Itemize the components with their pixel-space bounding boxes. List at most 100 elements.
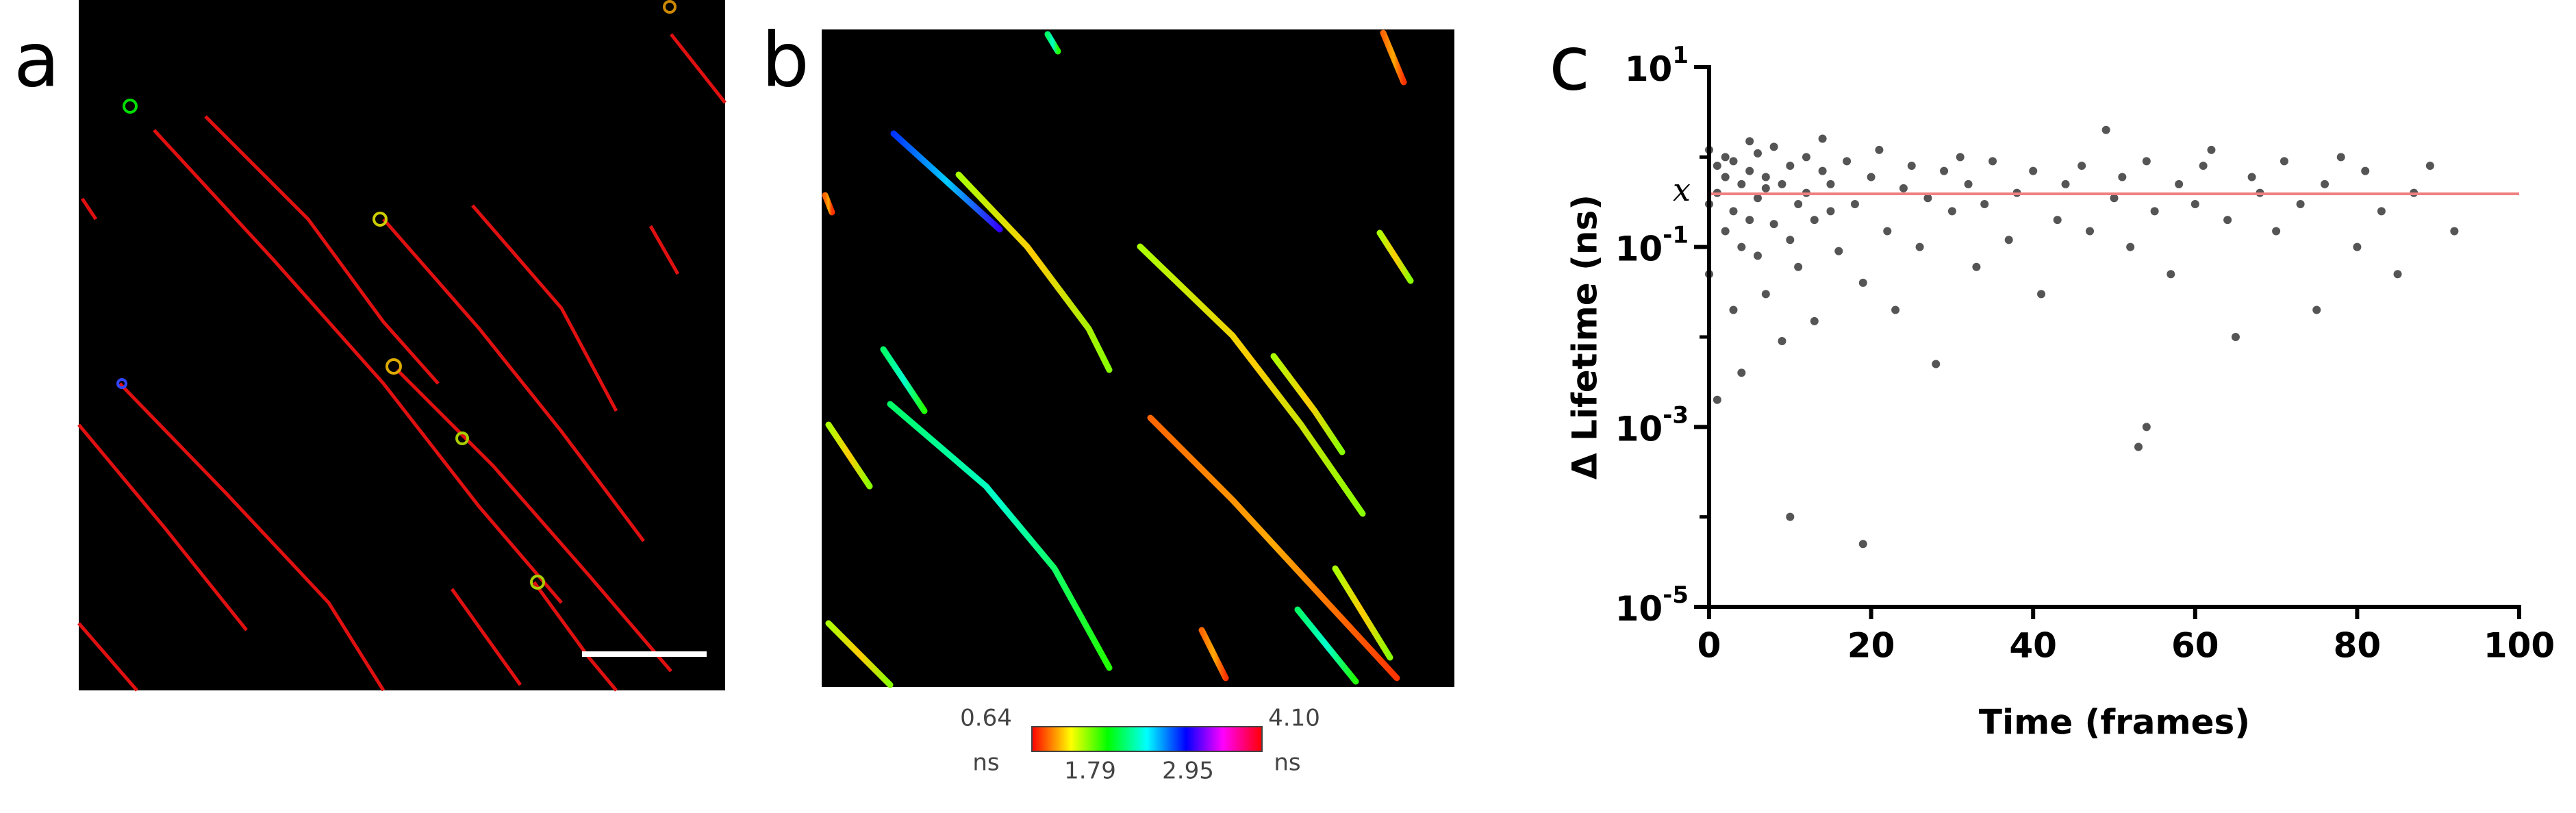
point [1729,305,1738,314]
point [2377,207,2386,216]
marker [663,0,677,14]
marker [530,575,545,590]
point [1737,242,1746,251]
x-tick-label: 80 [2334,626,2382,666]
point [1753,149,1762,158]
filament [1198,627,1229,681]
point [1810,316,1819,325]
x-tick-label: 0 [1697,626,1721,666]
point [1988,157,1997,166]
point [2134,442,2143,451]
point [2004,236,2013,245]
filament [450,588,522,686]
point [1761,173,1770,182]
filament [880,346,928,414]
point [1947,207,1956,216]
point [2425,162,2434,171]
point [2118,173,2127,182]
point [1778,337,1786,346]
point [1753,251,1762,260]
filament [1376,229,1414,284]
point [2142,423,2151,431]
point [1761,184,1770,192]
point [1713,162,1721,171]
point [1932,360,1941,368]
point [1769,142,1778,151]
point [2029,166,2038,175]
y-tick-base: 10 [1615,409,1663,449]
point [2167,270,2175,279]
filament [887,401,1113,671]
filament [1380,29,1407,86]
point [1745,137,1754,146]
x-axis-title: Time (frames) [1979,703,2250,742]
point [2150,207,2159,216]
point [2280,157,2288,166]
point [1858,540,1867,549]
filament [532,581,618,692]
point [2126,242,2135,251]
panel-label: c [1549,19,1590,107]
filament [1137,243,1366,517]
point [1891,305,1900,314]
marker [116,378,127,389]
filament [471,204,618,412]
point [1802,153,1810,162]
point [1794,200,1803,209]
filament [204,115,440,385]
point [2061,179,2070,188]
point [1818,134,1827,143]
filament [1294,606,1359,685]
point [1915,242,1924,251]
filament [118,382,386,692]
lifetime-image [822,29,1454,687]
filament [1332,565,1393,661]
point [1883,227,1892,236]
filament [648,225,680,275]
point [1745,166,1754,175]
marker [386,358,402,375]
point [2223,216,2232,225]
point [1729,157,1738,166]
filaments [77,33,727,692]
panel-label: b [761,16,809,103]
point [2101,125,2110,134]
point [1786,236,1795,245]
point [1964,179,1973,188]
y-tick-base: 10 [1625,49,1673,89]
y-tick-label: 10-5 [1615,581,1689,629]
filament [890,130,1003,233]
colorbar-unit: ns [972,749,999,777]
point [1843,157,1852,166]
point [2053,216,2062,225]
point [1778,179,1786,188]
point [1721,153,1730,162]
colorbar [1031,726,1263,752]
point [2231,333,2240,341]
point [1786,512,1795,521]
point [2353,242,2362,251]
y-tick-base: 10 [1615,229,1663,268]
filament [670,33,727,104]
point [2086,227,2095,236]
filament [825,421,873,490]
x-tick-label: 40 [2009,626,2057,666]
point [2207,145,2216,154]
point [1899,184,1908,192]
point [1721,173,1730,182]
filament [382,218,645,542]
point [1721,227,1730,236]
point [1923,194,1932,203]
point [1761,290,1770,299]
marker [372,212,388,227]
colorbar-unit: ns [1274,749,1300,777]
y-tick-exponent: -5 [1663,581,1689,609]
y-axis-title: Δ Lifetime (ns) [1565,195,1605,479]
panel-label: a [14,16,60,103]
point [2296,200,2305,209]
markers [116,0,677,590]
point [1745,216,1754,225]
point [2336,153,2345,162]
reference-label: x [1673,171,1691,208]
